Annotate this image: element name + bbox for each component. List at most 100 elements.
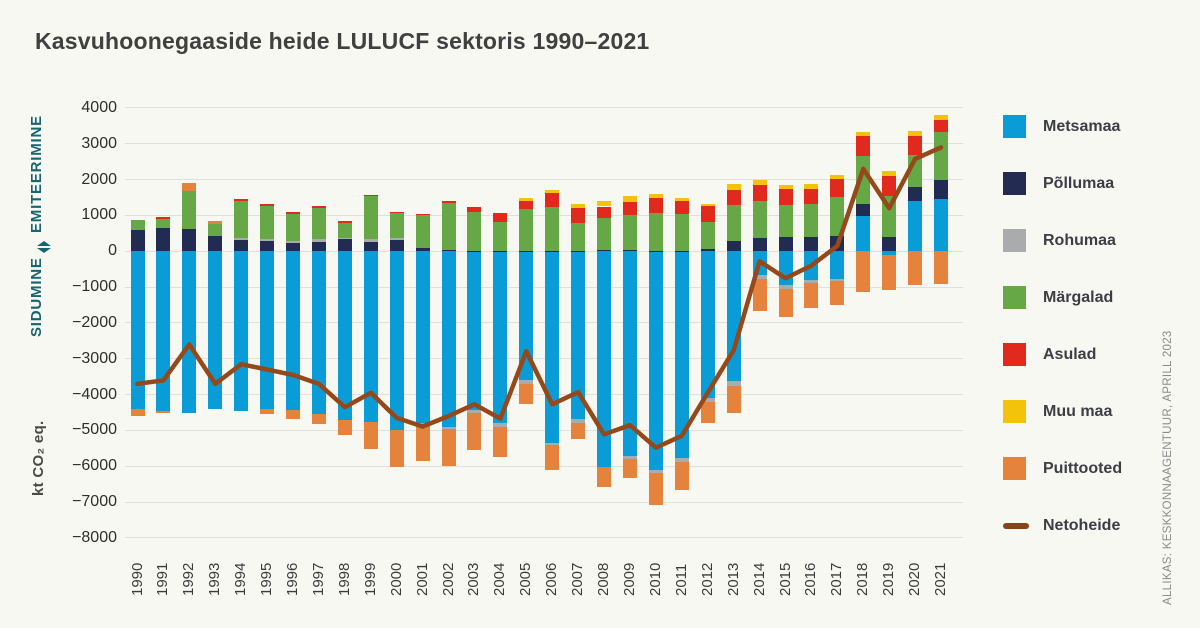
- bar-segment-Asulad: [908, 135, 923, 155]
- bar-segment-Muu maa: [648, 194, 663, 199]
- bar-segment-Puittooted: [856, 251, 871, 292]
- bar-segment-Põllumaa: [804, 237, 819, 252]
- bar-segment-Puittooted: [441, 429, 456, 466]
- bar-segment-Asulad: [856, 136, 871, 156]
- bar-segment-Märgalad: [804, 204, 819, 238]
- y-tick-label: 1000: [81, 206, 117, 224]
- bar-segment-Asulad: [804, 188, 819, 204]
- bar-segment-Põllumaa: [467, 250, 482, 252]
- x-label: 2003: [465, 562, 483, 596]
- bar-segment-Puittooted: [830, 280, 845, 306]
- bar-segment-Märgalad: [856, 155, 871, 204]
- bar-segment-Puittooted: [804, 283, 819, 309]
- bar-segment-Asulad: [441, 200, 456, 204]
- x-label: 1991: [154, 562, 172, 596]
- x-label: 2012: [698, 562, 716, 596]
- legend-label-margalad: Märgalad: [1043, 288, 1114, 306]
- x-label: 2006: [543, 562, 561, 596]
- bar-segment-Muu maa: [856, 131, 871, 137]
- bar-segment-Põllumaa: [286, 243, 301, 252]
- bar-segment-Asulad: [622, 202, 637, 215]
- bar-segment-Põllumaa: [674, 250, 689, 252]
- x-label: 2017: [828, 562, 846, 596]
- bar-segment-Asulad: [363, 194, 378, 197]
- bar-segment-Muu maa: [908, 130, 923, 136]
- bar-segment-Põllumaa: [337, 239, 352, 252]
- bar-segment-Põllumaa: [934, 179, 949, 200]
- x-label: 2018: [854, 562, 872, 596]
- x-label: 2000: [387, 562, 405, 596]
- bar-segment-Metsamaa: [311, 251, 326, 414]
- bar-segment-Puittooted: [597, 467, 612, 488]
- bar-segment-Asulad: [286, 212, 301, 215]
- legend-item-metsamaa: Metsamaa: [1003, 115, 1178, 138]
- x-label: 1997: [309, 562, 327, 596]
- bar-segment-Puittooted: [208, 221, 223, 224]
- bar-segment-Puittooted: [571, 422, 586, 440]
- bar-segment-Muu maa: [622, 195, 637, 203]
- bar-segment-Põllumaa: [130, 229, 145, 252]
- page-title: Kasvuhoonegaaside heide LULUCF sektoris …: [35, 28, 650, 54]
- bar-segment-Põllumaa: [519, 250, 534, 252]
- bar-segment-Märgalad: [882, 195, 897, 237]
- x-label: 2013: [724, 562, 742, 596]
- gridline: [125, 501, 963, 503]
- bar-segment-Märgalad: [545, 207, 560, 251]
- bar-segment-Metsamaa: [934, 199, 949, 252]
- bar-segment-Metsamaa: [389, 251, 404, 430]
- bar-segment-Märgalad: [493, 221, 508, 251]
- bar-segment-Puittooted: [882, 254, 897, 290]
- bar-segment-Märgalad: [130, 219, 145, 230]
- bar-segment-Puittooted: [648, 473, 663, 505]
- bar-segment-Põllumaa: [778, 236, 793, 252]
- x-label: 2010: [646, 562, 664, 596]
- bar-segment-Muu maa: [519, 198, 534, 201]
- y-tick-label: −4000: [72, 385, 117, 403]
- bar-segment-Rohumaa: [389, 237, 404, 241]
- bar-segment-Puittooted: [130, 408, 145, 416]
- bar-segment-Põllumaa: [415, 248, 430, 252]
- bar-segment-Asulad: [467, 206, 482, 213]
- bar-segment-Puittooted: [622, 459, 637, 479]
- bar-segment-Asulad: [934, 119, 949, 132]
- x-label: 2004: [491, 562, 509, 596]
- gridline: [125, 465, 963, 467]
- bar-segment-Muu maa: [830, 175, 845, 179]
- x-label: 1992: [180, 562, 198, 596]
- bar-segment-Metsamaa: [363, 251, 378, 422]
- bar-segment-Metsamaa: [493, 251, 508, 423]
- legend-swatch-netoheide: [1003, 523, 1029, 529]
- bar-segment-Puittooted: [778, 288, 793, 317]
- bar-segment-Puittooted: [467, 412, 482, 451]
- bar-segment-Metsamaa: [208, 251, 223, 409]
- legend-label-asulad: Asulad: [1043, 345, 1097, 363]
- bar-segment-Märgalad: [337, 222, 352, 238]
- bar-segment-Metsamaa: [234, 251, 249, 412]
- bar-segment-Märgalad: [934, 131, 949, 180]
- bar-segment-Puittooted: [752, 279, 767, 312]
- y-tick-label: −6000: [72, 457, 117, 475]
- y-tick-label: −8000: [72, 528, 117, 546]
- bar-segment-Põllumaa: [622, 249, 637, 252]
- bar-segment-Asulad: [597, 206, 612, 219]
- bar-segment-Puittooted: [156, 410, 171, 414]
- x-label: 2005: [517, 562, 535, 596]
- legend-label-metsamaa: Metsamaa: [1043, 117, 1121, 135]
- bar-segment-Metsamaa: [571, 251, 586, 420]
- bar-segment-Märgalad: [234, 200, 249, 239]
- bar-segment-Põllumaa: [856, 203, 871, 216]
- gridline: [125, 537, 963, 539]
- gridline: [125, 358, 963, 360]
- x-label: 2009: [620, 562, 638, 596]
- bar-segment-Metsamaa: [622, 251, 637, 456]
- bar-segment-Puittooted: [545, 444, 560, 471]
- legend-label-muu-maa: Muu maa: [1043, 402, 1113, 420]
- gridline: [125, 429, 963, 431]
- bar-segment-Metsamaa: [467, 251, 482, 411]
- bar-segment-Puittooted: [415, 425, 430, 462]
- bar-segment-Rohumaa: [648, 470, 663, 474]
- bar-segment-Metsamaa: [674, 251, 689, 459]
- bar-segment-Asulad: [700, 205, 715, 223]
- bar-segment-Muu maa: [597, 200, 612, 207]
